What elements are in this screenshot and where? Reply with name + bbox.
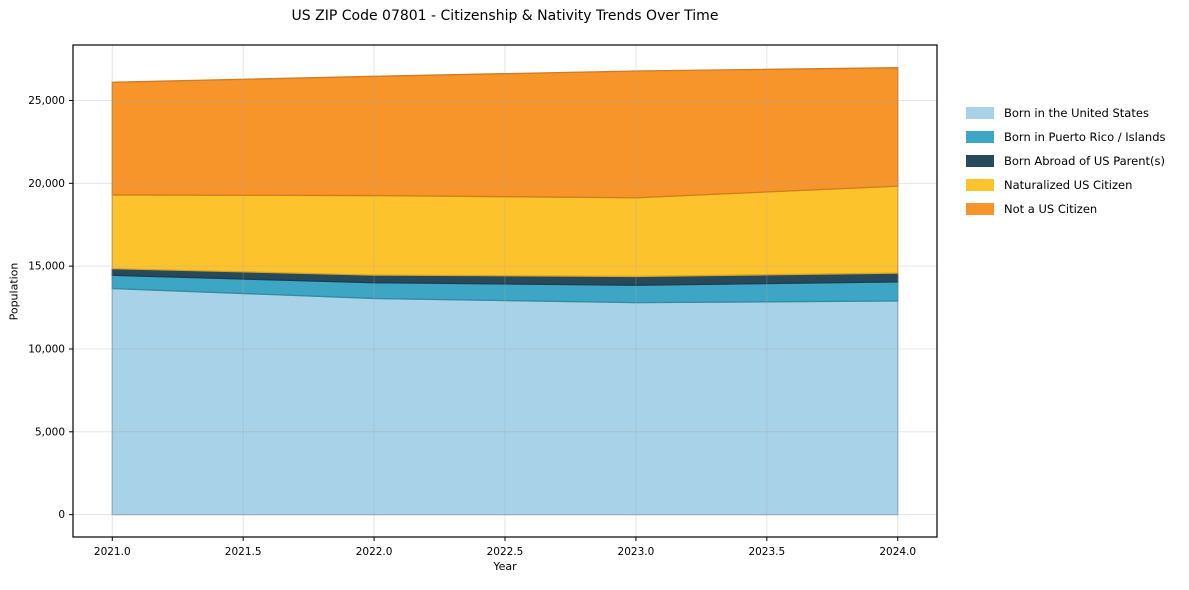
legend-item-0: Born in the United States [966,101,1166,125]
y-tick-label: 10,000 [28,343,65,355]
x-axis-label: Year [493,560,517,573]
x-tick-label: 2022.5 [487,546,524,558]
legend-item-4: Not a US Citizen [966,197,1166,221]
legend-label: Naturalized US Citizen [1004,178,1133,192]
x-tick-label: 2021.0 [94,546,131,558]
legend-swatch [966,107,994,119]
legend-label: Born in Puerto Rico / Islands [1004,130,1166,144]
area-band-edge-4 [111,67,899,199]
area-band-0 [112,288,898,515]
legend-swatch [966,179,994,191]
y-tick-label: 15,000 [28,261,65,273]
legend-label: Not a US Citizen [1004,202,1098,216]
y-axis-label: Population [7,262,21,321]
legend-swatch [966,131,994,143]
y-tick-label: 5,000 [35,426,65,438]
x-tick-label: 2023.5 [748,546,785,558]
y-tick-label: 0 [58,509,65,521]
area-band-2 [112,268,898,286]
legend: Born in the United States Born in Puerto … [966,101,1166,221]
legend-swatch [966,155,994,167]
y-tick-label: 25,000 [28,95,65,107]
x-tick-label: 2022.0 [356,546,393,558]
legend-item-2: Born Abroad of US Parent(s) [966,149,1166,173]
legend-item-3: Naturalized US Citizen [966,173,1166,197]
legend-swatch [966,203,994,215]
legend-item-1: Born in Puerto Rico / Islands [966,125,1166,149]
legend-label: Born Abroad of US Parent(s) [1004,154,1165,168]
area-band-4 [112,67,898,198]
y-tick-label: 20,000 [28,178,65,190]
x-tick-label: 2023.0 [618,546,655,558]
x-tick-label: 2021.5 [225,546,262,558]
legend-label: Born in the United States [1004,106,1149,120]
chart-title: US ZIP Code 07801 - Citizenship & Nativi… [291,8,719,24]
area-band-3 [112,186,898,277]
x-tick-label: 2024.0 [879,546,916,558]
